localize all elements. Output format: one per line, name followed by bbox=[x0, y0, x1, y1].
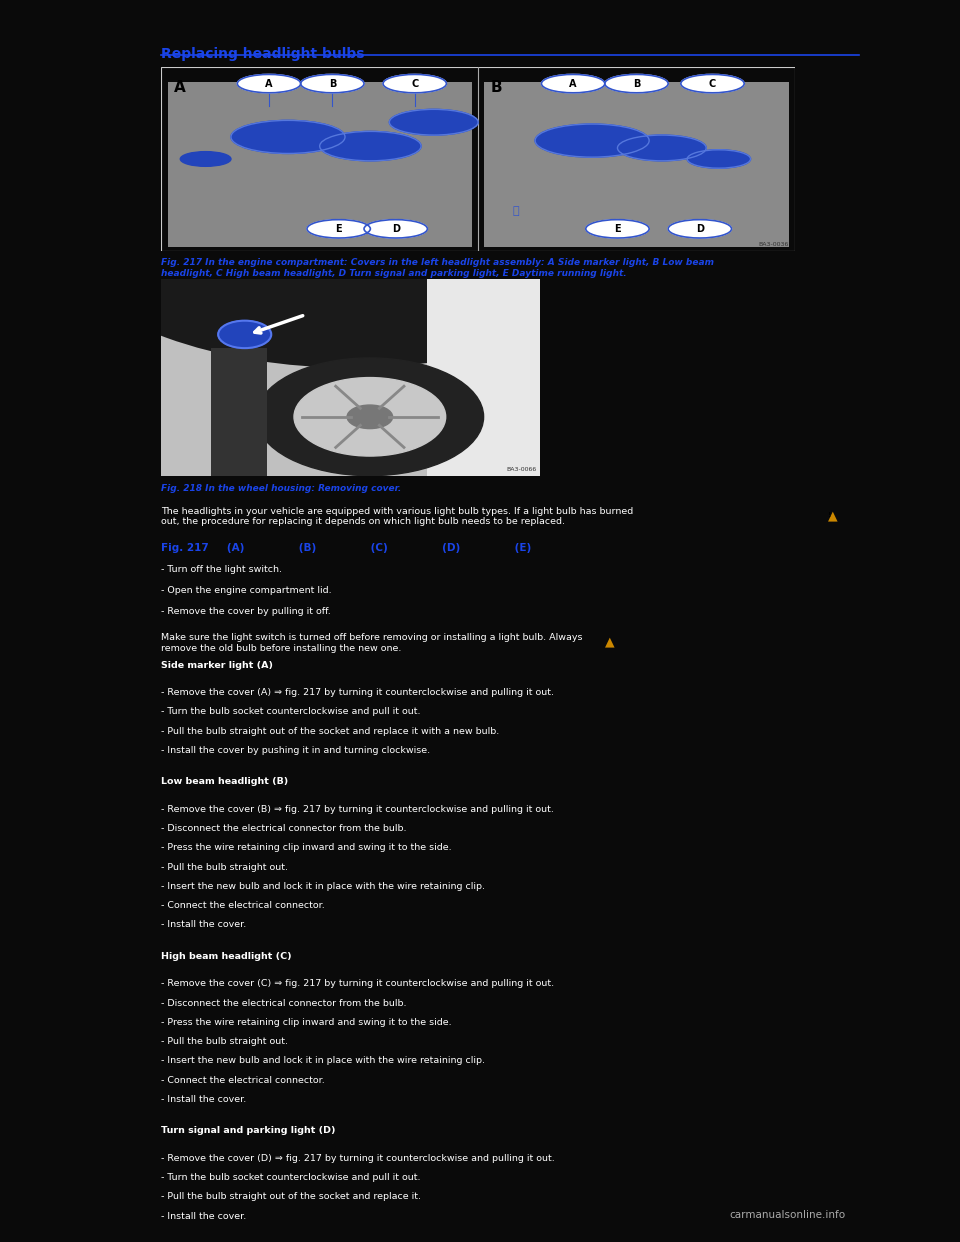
FancyBboxPatch shape bbox=[210, 348, 268, 476]
Text: - Pull the bulb straight out of the socket and replace it with a new bulb.: - Pull the bulb straight out of the sock… bbox=[161, 727, 499, 735]
FancyBboxPatch shape bbox=[161, 279, 540, 476]
Text: - Connect the electrical connector.: - Connect the electrical connector. bbox=[161, 902, 325, 910]
Circle shape bbox=[256, 358, 484, 476]
Text: D: D bbox=[696, 224, 704, 233]
Circle shape bbox=[307, 220, 371, 238]
Text: - Pull the bulb straight out.: - Pull the bulb straight out. bbox=[161, 863, 288, 872]
Text: - Install the cover.: - Install the cover. bbox=[161, 1095, 247, 1104]
Text: BA3-0036: BA3-0036 bbox=[758, 242, 788, 247]
Circle shape bbox=[180, 152, 231, 166]
Text: Side marker light (A): Side marker light (A) bbox=[161, 661, 274, 669]
Circle shape bbox=[605, 75, 668, 93]
Wedge shape bbox=[48, 201, 654, 368]
Text: - Press the wire retaining clip inward and swing it to the side.: - Press the wire retaining clip inward a… bbox=[161, 843, 452, 852]
Circle shape bbox=[668, 220, 732, 238]
Text: C: C bbox=[708, 78, 716, 88]
Circle shape bbox=[294, 378, 445, 456]
Text: A: A bbox=[174, 79, 185, 94]
Text: - Insert the new bulb and lock it in place with the wire retaining clip.: - Insert the new bulb and lock it in pla… bbox=[161, 1057, 485, 1066]
Text: - Remove the cover (D) ⇒ fig. 217 by turning it counterclockwise and pulling it : - Remove the cover (D) ⇒ fig. 217 by tur… bbox=[161, 1154, 555, 1163]
Text: - Open the engine compartment lid.: - Open the engine compartment lid. bbox=[161, 586, 332, 595]
Circle shape bbox=[617, 135, 707, 160]
Text: 🔧: 🔧 bbox=[513, 206, 519, 216]
Text: Fig. 218 In the wheel housing: Removing cover.: Fig. 218 In the wheel housing: Removing … bbox=[161, 484, 401, 493]
Text: - Remove the cover (C) ⇒ fig. 217 by turning it counterclockwise and pulling it : - Remove the cover (C) ⇒ fig. 217 by tur… bbox=[161, 980, 555, 989]
Text: C: C bbox=[411, 78, 419, 88]
Circle shape bbox=[348, 405, 393, 428]
Circle shape bbox=[687, 150, 751, 168]
Circle shape bbox=[390, 109, 478, 135]
Circle shape bbox=[218, 320, 272, 348]
Text: - Remove the cover (A) ⇒ fig. 217 by turning it counterclockwise and pulling it : - Remove the cover (A) ⇒ fig. 217 by tur… bbox=[161, 688, 554, 697]
Text: - Install the cover.: - Install the cover. bbox=[161, 1212, 247, 1221]
Text: ▲: ▲ bbox=[828, 509, 837, 522]
Text: ▲: ▲ bbox=[605, 636, 614, 648]
Text: The headlights in your vehicle are equipped with various light bulb types. If a : The headlights in your vehicle are equip… bbox=[161, 507, 634, 527]
Text: !: ! bbox=[828, 512, 831, 518]
Text: E: E bbox=[614, 224, 621, 233]
Circle shape bbox=[300, 75, 364, 93]
Text: - Press the wire retaining clip inward and swing it to the side.: - Press the wire retaining clip inward a… bbox=[161, 1018, 452, 1027]
Text: - Install the cover by pushing it in and turning clockwise.: - Install the cover by pushing it in and… bbox=[161, 745, 430, 755]
Text: High beam headlight (C): High beam headlight (C) bbox=[161, 953, 292, 961]
Text: - Remove the cover by pulling it off.: - Remove the cover by pulling it off. bbox=[161, 607, 331, 616]
Text: Fig. 217 In the engine compartment: Covers in the left headlight assembly: A Sid: Fig. 217 In the engine compartment: Cove… bbox=[161, 258, 714, 278]
Text: - Turn the bulb socket counterclockwise and pull it out.: - Turn the bulb socket counterclockwise … bbox=[161, 707, 420, 717]
Text: Fig. 217     (A)               (B)               (C)               (D)          : Fig. 217 (A) (B) (C) (D) bbox=[161, 543, 532, 553]
Text: - Turn off the light switch.: - Turn off the light switch. bbox=[161, 565, 282, 574]
Text: - Disconnect the electrical connector from the bulb.: - Disconnect the electrical connector fr… bbox=[161, 999, 407, 1007]
Circle shape bbox=[681, 75, 744, 93]
Text: - Turn the bulb socket counterclockwise and pull it out.: - Turn the bulb socket counterclockwise … bbox=[161, 1174, 420, 1182]
Text: - Connect the electrical connector.: - Connect the electrical connector. bbox=[161, 1076, 325, 1084]
FancyBboxPatch shape bbox=[168, 82, 471, 247]
Text: - Install the cover.: - Install the cover. bbox=[161, 920, 247, 929]
Circle shape bbox=[364, 220, 427, 238]
Text: B: B bbox=[491, 79, 502, 94]
Text: - Pull the bulb straight out of the socket and replace it.: - Pull the bulb straight out of the sock… bbox=[161, 1192, 421, 1201]
Text: - Remove the cover (B) ⇒ fig. 217 by turning it counterclockwise and pulling it : - Remove the cover (B) ⇒ fig. 217 by tur… bbox=[161, 805, 554, 814]
Text: B: B bbox=[328, 78, 336, 88]
Text: B: B bbox=[633, 78, 640, 88]
Circle shape bbox=[231, 120, 345, 154]
Text: Make sure the light switch is turned off before removing or installing a light b: Make sure the light switch is turned off… bbox=[161, 633, 583, 653]
FancyBboxPatch shape bbox=[426, 279, 540, 476]
Circle shape bbox=[237, 75, 300, 93]
FancyBboxPatch shape bbox=[485, 82, 788, 247]
Text: Turn signal and parking light (D): Turn signal and parking light (D) bbox=[161, 1126, 336, 1135]
Circle shape bbox=[320, 132, 421, 160]
Text: Replacing headlight bulbs: Replacing headlight bulbs bbox=[161, 47, 365, 61]
Text: A: A bbox=[265, 78, 273, 88]
Text: carmanualsonline.info: carmanualsonline.info bbox=[730, 1210, 845, 1220]
Text: E: E bbox=[335, 224, 342, 233]
Text: - Disconnect the electrical connector from the bulb.: - Disconnect the electrical connector fr… bbox=[161, 825, 407, 833]
Circle shape bbox=[541, 75, 605, 93]
Text: Low beam headlight (B): Low beam headlight (B) bbox=[161, 777, 289, 786]
Text: BA3-0066: BA3-0066 bbox=[507, 467, 537, 472]
Text: D: D bbox=[392, 224, 399, 233]
Text: A: A bbox=[569, 78, 577, 88]
Text: - Insert the new bulb and lock it in place with the wire retaining clip.: - Insert the new bulb and lock it in pla… bbox=[161, 882, 485, 891]
Text: - Pull the bulb straight out.: - Pull the bulb straight out. bbox=[161, 1037, 288, 1046]
Circle shape bbox=[586, 220, 649, 238]
Circle shape bbox=[383, 75, 446, 93]
Circle shape bbox=[535, 124, 649, 158]
